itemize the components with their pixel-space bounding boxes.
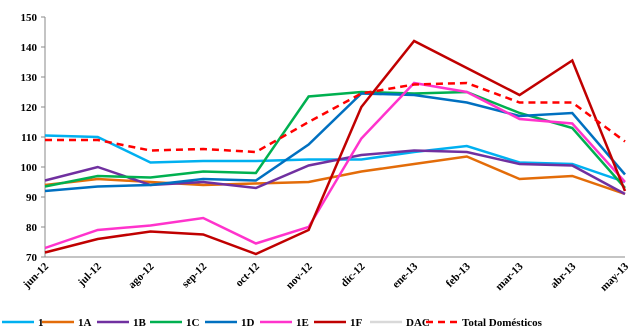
legend-label: 1D [241,317,255,329]
series-line [44,92,626,193]
y-tick-label: 80 [26,222,38,234]
legend-label: Total Domésticos [462,317,543,329]
legend-label: 1F [350,317,363,329]
y-tick-label: 150 [21,12,38,24]
series-line [44,39,627,256]
x-tick-label: may-13 [598,260,631,293]
x-tick-label: abr-13 [548,260,579,291]
legend-label: DAC [406,317,430,329]
x-tick-label: feb-13 [444,260,474,290]
y-tick-label: 90 [26,192,38,204]
x-tick-label: jun-12 [20,260,51,291]
x-tick-label: sep-12 [180,260,210,290]
y-tick-label: 130 [21,72,38,84]
x-tick-label: jul-12 [75,260,104,289]
x-tick-label: mar-13 [493,260,526,293]
legend-label: 1C [186,317,200,329]
series-line [45,81,626,154]
x-tick-label: ene-13 [390,260,420,290]
legend-label: 1 [38,317,44,329]
x-tick-label: ago-12 [126,260,157,291]
legend-label: 1B [133,317,147,329]
legend-label: 1E [296,317,309,329]
series-line [44,81,626,250]
y-tick-label: 110 [21,132,37,144]
y-tick-label: 100 [21,162,38,174]
series-line [44,149,626,196]
y-tick-label: 70 [26,252,38,264]
x-tick-label: dic-12 [339,260,368,289]
x-tick-label: nov-12 [284,260,315,291]
y-tick-label: 140 [21,42,38,54]
x-tick-label: oct-12 [233,260,262,289]
series-line [44,134,626,184]
y-tick-label: 120 [21,102,38,114]
legend-label: 1A [78,317,92,329]
